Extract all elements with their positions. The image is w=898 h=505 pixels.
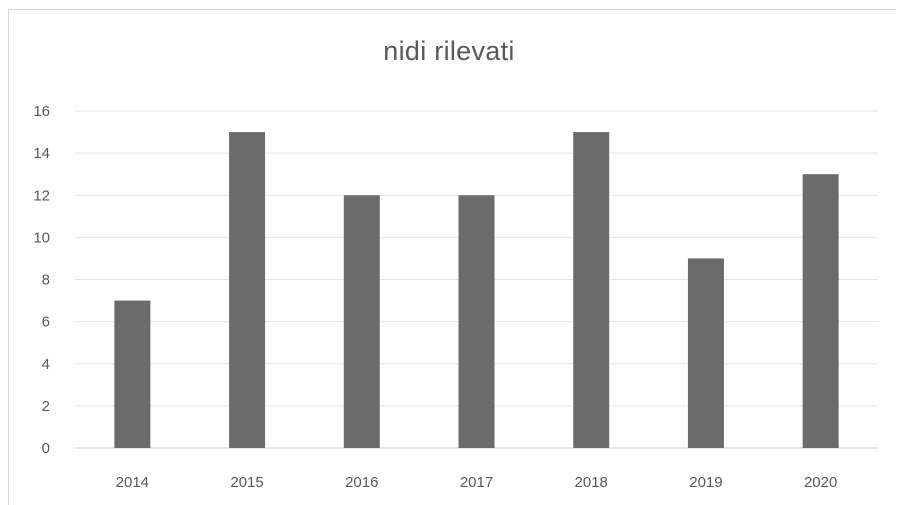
x-tick-label: 2020 bbox=[804, 474, 837, 491]
x-tick-label: 2017 bbox=[460, 474, 493, 491]
y-tick-label: 6 bbox=[42, 314, 50, 331]
x-axis-ticks: 2014 2015 2016 2017 2018 2019 2020 bbox=[116, 474, 838, 491]
bar-2015 bbox=[229, 132, 266, 448]
y-tick-label: 0 bbox=[42, 440, 50, 457]
x-tick-label: 2018 bbox=[575, 474, 608, 491]
y-tick-label: 14 bbox=[33, 145, 50, 162]
x-tick-label: 2019 bbox=[689, 474, 722, 491]
x-tick-label: 2015 bbox=[230, 474, 263, 491]
bar-2020 bbox=[802, 174, 839, 448]
bar-2018 bbox=[573, 132, 610, 448]
y-tick-label: 12 bbox=[33, 187, 50, 204]
x-tick-label: 2014 bbox=[116, 474, 149, 491]
bar-2016 bbox=[343, 195, 380, 448]
bar-2014 bbox=[114, 300, 151, 448]
y-tick-label: 10 bbox=[33, 229, 50, 246]
y-tick-label: 2 bbox=[42, 398, 50, 415]
bar-2017 bbox=[458, 195, 495, 448]
bar-2019 bbox=[687, 258, 724, 448]
chart-title: nidi rilevati bbox=[383, 36, 515, 66]
x-tick-label: 2016 bbox=[345, 474, 378, 491]
bars bbox=[114, 132, 839, 448]
chart-area bbox=[8, 9, 896, 505]
y-axis-ticks: 0 2 4 6 8 10 12 14 16 bbox=[33, 103, 50, 457]
y-tick-label: 8 bbox=[42, 272, 50, 289]
y-tick-label: 16 bbox=[33, 103, 50, 120]
y-tick-label: 4 bbox=[42, 356, 50, 373]
